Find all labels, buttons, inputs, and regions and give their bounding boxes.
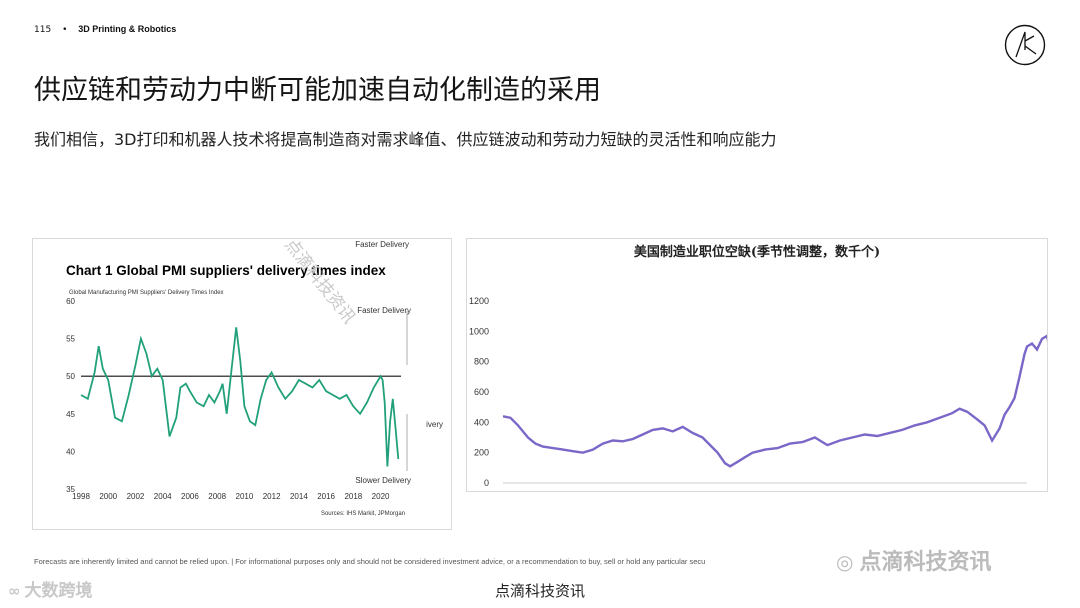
pmi-x-tick: 2008 (208, 492, 226, 501)
page-header: 115 • 3D Printing & Robotics (34, 24, 176, 35)
annotation-slower: Slower Delivery (355, 476, 411, 485)
infinity-icon: ∞ (8, 582, 21, 600)
pmi-chart-title: Chart 1 Global PMI suppliers' delivery t… (66, 263, 386, 278)
pmi-chart-panel: Chart 1 Global PMI suppliers' delivery t… (32, 238, 452, 530)
pmi-x-tick: 2000 (99, 492, 117, 501)
pmi-x-tick: 2004 (154, 492, 172, 501)
watermark-right-text: 点滴科技资讯 (859, 550, 992, 575)
vacancy-y-tick: 800 (474, 357, 489, 367)
vacancy-y-tick: 1000 (469, 326, 489, 336)
vacancy-y-tick: 600 (474, 387, 489, 397)
disclaimer: Forecasts are inherently limited and can… (34, 557, 706, 566)
pmi-x-tick: 2018 (344, 492, 362, 501)
pmi-x-tick: 2010 (236, 492, 254, 501)
pmi-x-tick: 2016 (317, 492, 335, 501)
vacancy-series-line (502, 334, 1047, 468)
header-bullet: • (62, 25, 68, 35)
pmi-x-tick: 2020 (372, 492, 390, 501)
vacancy-y-tick: 200 (474, 448, 489, 458)
section-label: 3D Printing & Robotics (78, 24, 177, 34)
brand-logo (1004, 24, 1046, 66)
annotation-delivery: ivery (426, 420, 443, 429)
vacancy-y-tick: 1200 (469, 296, 489, 306)
page-number: 115 (34, 25, 52, 35)
vacancy-chart: 美国制造业职位空缺(季节性调整，数千个) 0 200 400 600 800 1000 12… (469, 244, 1047, 488)
pmi-x-tick: 2014 (290, 492, 308, 501)
pmi-series-line (80, 327, 400, 467)
pmi-y-tick: 35 (66, 485, 75, 494)
vacancy-chart-title: 美国制造业职位空缺(季节性调整，数千个) (634, 244, 880, 260)
pmi-y-tick: 40 (66, 447, 75, 456)
vacancy-y-tick: 0 (484, 478, 489, 488)
watermark-left: ∞ 大数跨境 (8, 576, 93, 601)
pmi-y-tick: 60 (66, 297, 75, 306)
pmi-chart-subtitle: Global Manufacturing PMI Suppliers' Deli… (69, 290, 224, 296)
annotation-faster-top: Faster Delivery (355, 240, 409, 249)
pmi-x-tick: 2012 (263, 492, 281, 501)
pmi-y-tick: 45 (66, 410, 75, 419)
pmi-x-tick: 2006 (181, 492, 199, 501)
page-title: 供应链和劳动力中断可能加速自动化制造的采用 (34, 75, 601, 106)
watermark-left-text: 大数跨境 (24, 581, 93, 601)
page-subtitle: 我们相信，3D打印和机器人技术将提高制造商对需求峰值、供应链波动和劳动力短缺的灵… (34, 130, 777, 149)
vacancy-chart-panel: 美国制造业职位空缺(季节性调整，数千个) 0 200 400 600 800 1000 12… (466, 238, 1048, 492)
pmi-x-tick: 2002 (127, 492, 145, 501)
annotation-faster: Faster Delivery (357, 306, 411, 315)
wechat-icon: ◎ (836, 550, 854, 574)
pmi-source: Sources: IHS Markit, JPMorgan (321, 511, 405, 517)
vacancy-y-tick: 400 (474, 417, 489, 427)
pmi-x-tick: 1998 (72, 492, 90, 501)
watermark-right: ◎ 点滴科技资讯 (836, 544, 991, 576)
pmi-y-tick: 50 (66, 372, 75, 381)
pmi-chart: Chart 1 Global PMI suppliers' delivery t… (66, 240, 443, 517)
pmi-y-tick: 55 (66, 335, 75, 344)
bottom-label: 点滴科技资讯 (494, 582, 585, 600)
